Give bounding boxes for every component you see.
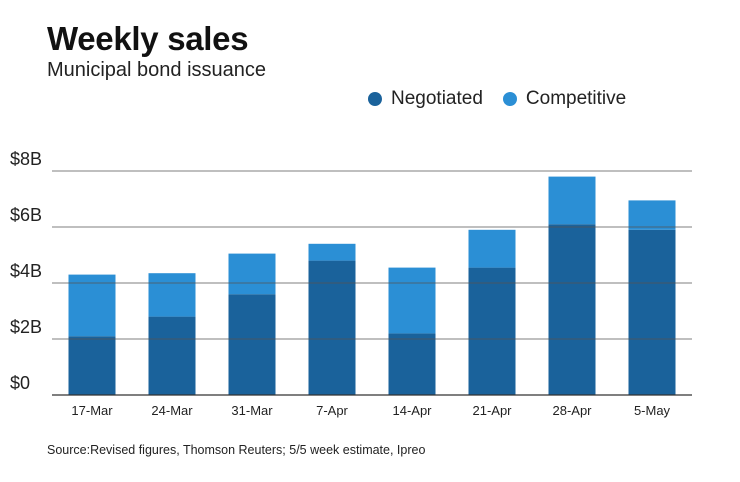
legend: Negotiated Competitive [368,88,646,110]
bar-competitive-24-mar [148,273,196,317]
legend-label-negotiated: Negotiated [391,88,483,109]
bar-negotiated-28-apr [548,224,596,395]
bar-negotiated-17-mar [68,336,116,395]
bar-negotiated-24-mar [148,316,196,395]
x-tick-label-5-may: 5-May [634,403,671,418]
bar-negotiated-21-apr [468,267,516,395]
y-tick-label-6: $6B [10,205,42,225]
chart-subtitle: Municipal bond issuance [47,59,267,81]
source-note: Source:Revised figures, Thomson Reuters;… [47,443,426,457]
chart-title: Weekly sales [47,20,249,57]
legend-swatch-competitive [502,92,517,106]
y-tick-label-2: $2B [10,317,42,337]
x-tick-label-24-mar: 24-Mar [151,403,193,418]
y-tick-label-0: $0 [10,373,30,393]
bar-negotiated-5-may [628,229,676,395]
bar-negotiated-31-mar [228,294,276,395]
bar-negotiated-7-apr [308,260,356,395]
legend-label-competitive: Competitive [525,88,627,109]
x-tick-label-28-apr: 28-Apr [552,403,592,418]
x-tick-label-14-apr: 14-Apr [392,403,432,418]
x-tick-label-7-apr: 7-Apr [316,403,348,418]
x-tick-label-17-mar: 17-Mar [71,403,113,418]
bar-competitive-14-apr [388,267,436,334]
bar-competitive-17-mar [68,274,116,337]
bar-competitive-7-apr [308,243,356,261]
bar-competitive-31-mar [228,253,276,295]
bar-competitive-21-apr [468,229,516,268]
bar-negotiated-14-apr [388,333,436,395]
legend-swatch-negotiated [368,92,382,106]
y-tick-label-8: $8B [10,149,42,169]
x-tick-label-21-apr: 21-Apr [472,403,512,418]
y-tick-label-4: $4B [10,261,42,281]
x-tick-label-31-mar: 31-Mar [231,403,273,418]
bar-competitive-28-apr [548,176,596,225]
bar-competitive-5-may [628,200,676,230]
legend-item-competitive: Competitive [502,88,627,110]
legend-item-negotiated: Negotiated [368,88,483,110]
